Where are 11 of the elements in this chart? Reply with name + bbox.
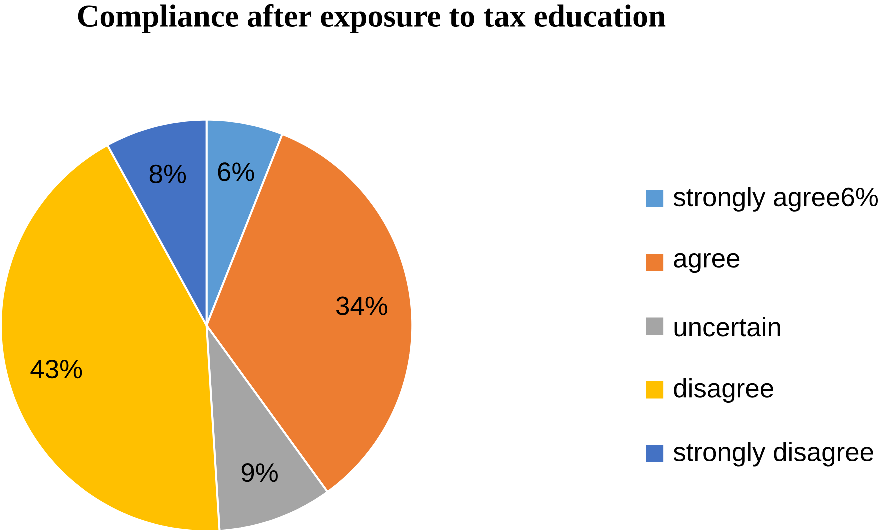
data-label: 34% — [336, 296, 388, 316]
legend-label: agree — [674, 253, 740, 273]
legend-label: strongly agree6% — [674, 186, 878, 212]
data-label: 43% — [30, 360, 82, 378]
data-label: 9% — [242, 463, 278, 482]
chart-title: Compliance after exposure to tax education — [78, 4, 666, 34]
data-label: 6% — [218, 162, 254, 182]
legend-label: strongly disagree — [674, 442, 874, 467]
legend-label: uncertain — [674, 317, 780, 336]
legend-label: disagree — [674, 378, 774, 403]
data-label: 8% — [150, 164, 186, 184]
